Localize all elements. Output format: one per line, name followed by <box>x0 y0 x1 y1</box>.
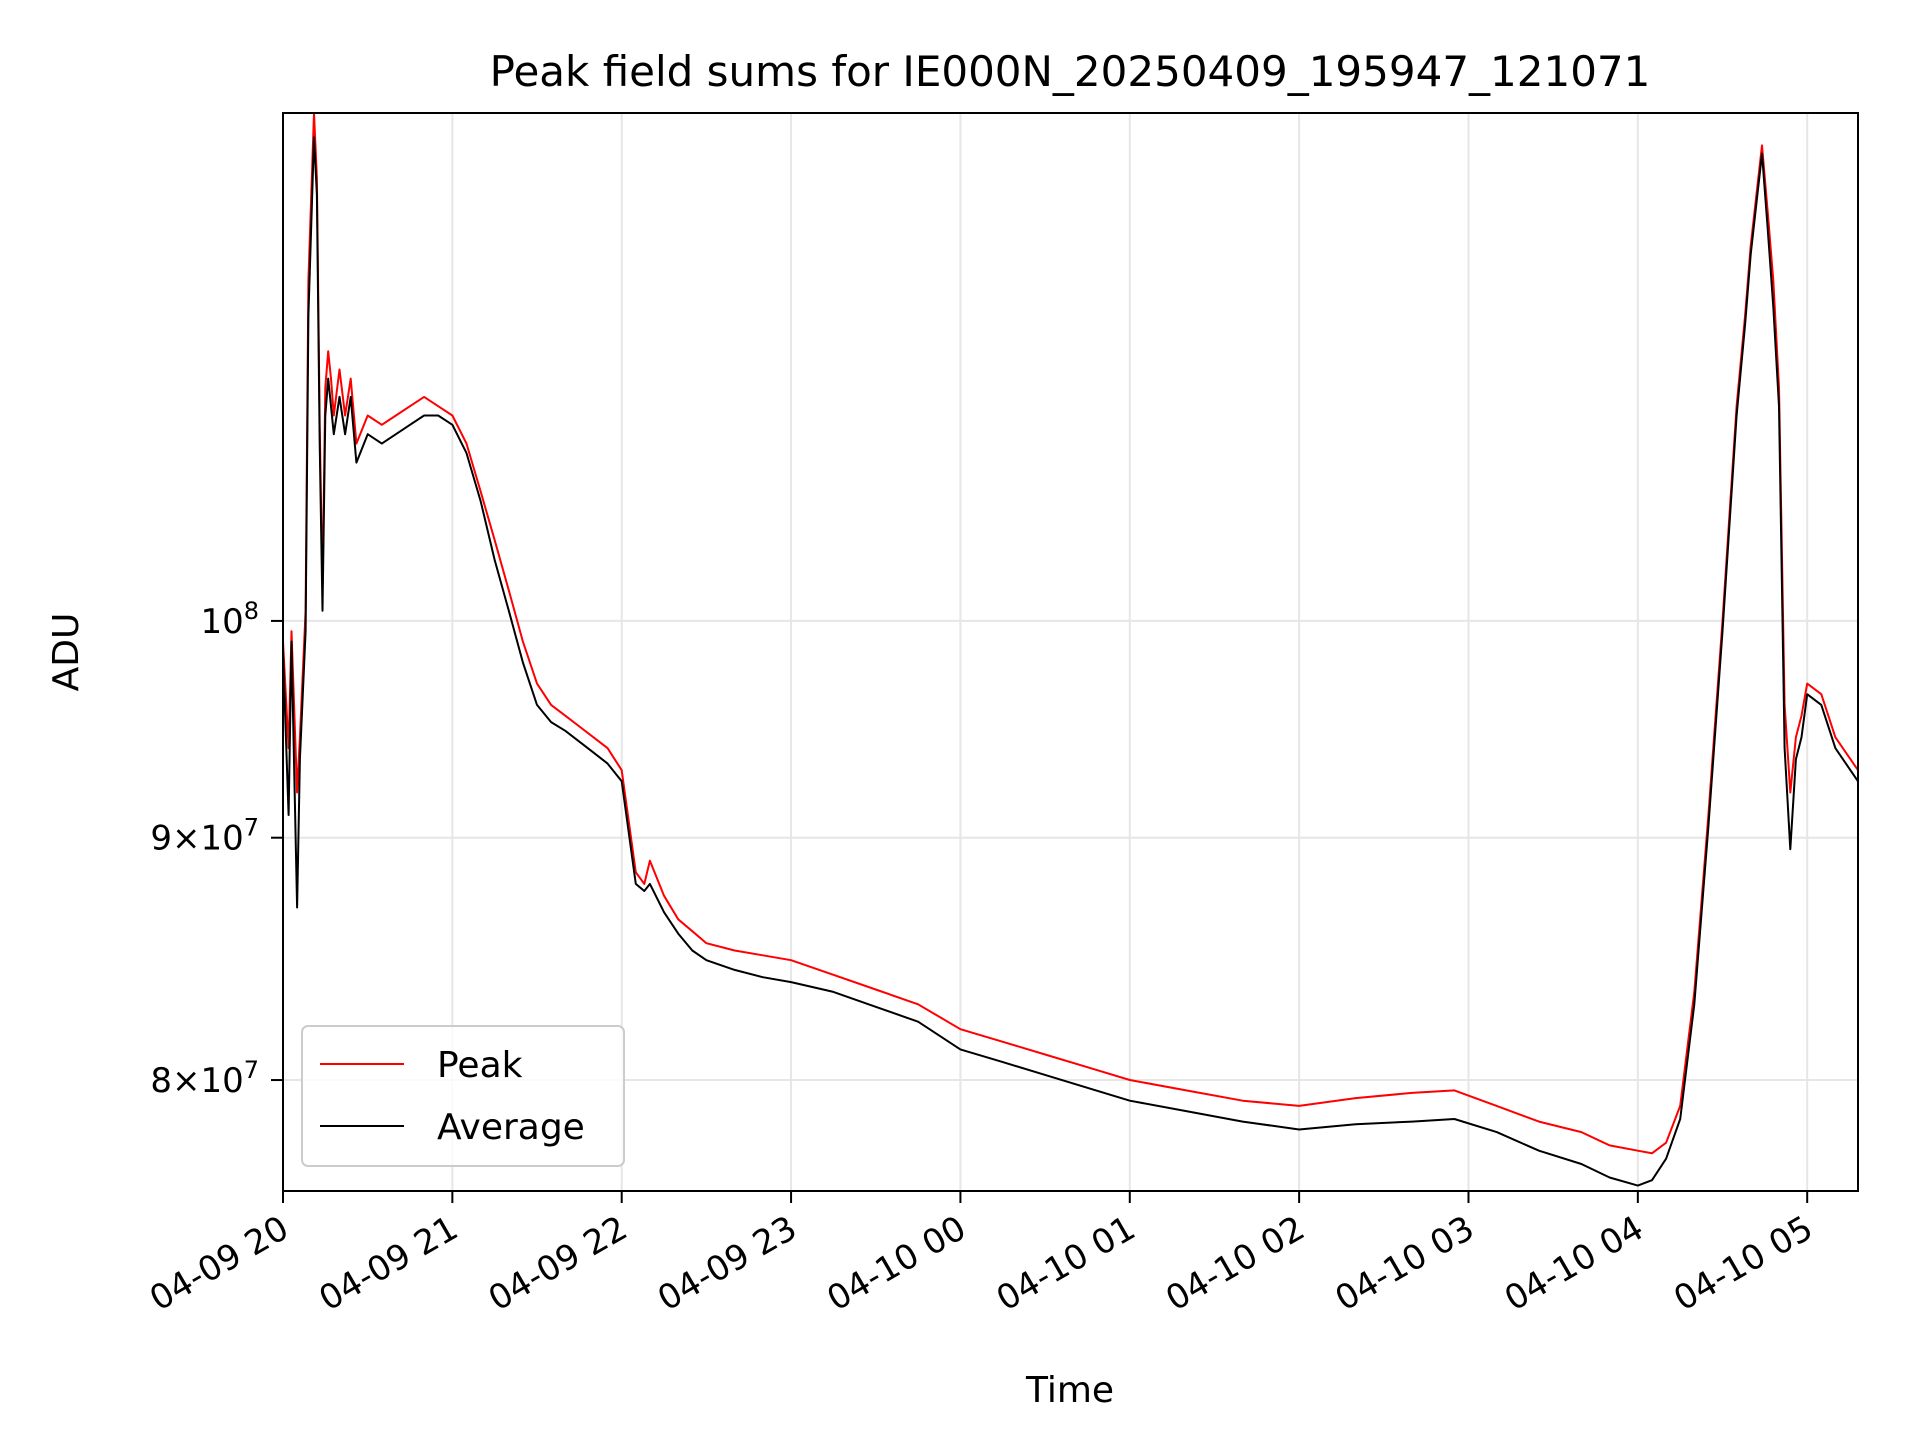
x-axis-title: Time <box>1025 1370 1114 1411</box>
y-tick-label: 8×107 <box>150 1056 259 1101</box>
legend: Peak Average <box>301 1025 625 1167</box>
series-line-average <box>283 136 1858 1187</box>
series-layer <box>283 113 1858 1187</box>
legend-label-peak: Peak <box>437 1045 523 1086</box>
plot-frame <box>282 112 1859 1192</box>
y-axis-title: ADU <box>46 613 87 692</box>
y-axis: 8×107 9×107 108 <box>150 597 283 1101</box>
legend-label-average: Average <box>437 1107 585 1148</box>
grid <box>282 113 1858 1191</box>
legend-box <box>301 1025 625 1167</box>
y-tick-label: 9×107 <box>150 814 259 859</box>
chart-title: Peak field sums for IE000N_20250409_1959… <box>490 47 1651 96</box>
y-tick-label: 108 <box>200 597 259 642</box>
